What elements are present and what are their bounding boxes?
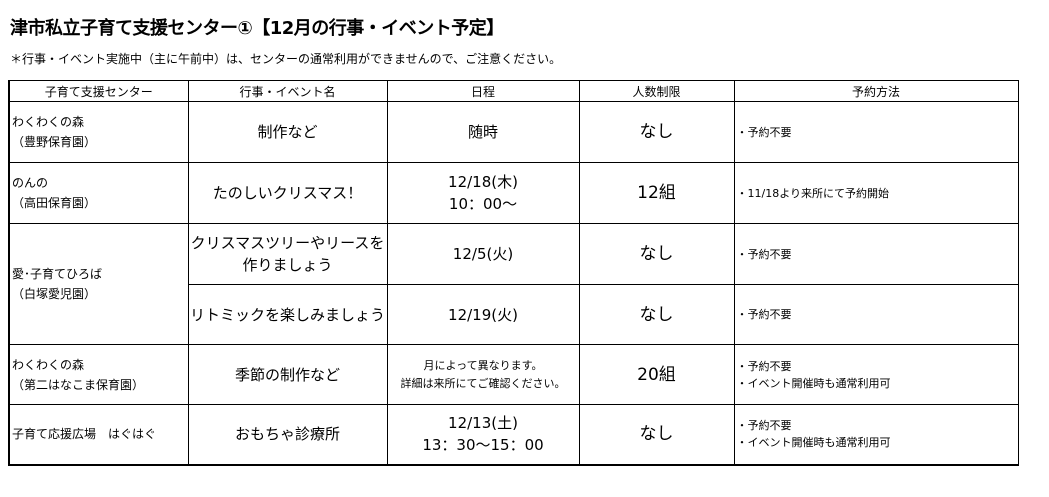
date-line: 月によって異なります。 <box>423 358 543 372</box>
table-header: 子育て支援センター 行事・イベント名 日程 人数制限 予約方法 <box>8 80 1019 102</box>
table-row: リトミックを楽しみましょう 12/19(火) なし ・予約不要 <box>9 284 1019 345</box>
reserve-cell: ・予約不要 <box>733 284 1019 345</box>
limit-cell: なし <box>578 223 735 285</box>
date-cell: 12/13(土) 13：30～15：00 <box>386 404 580 465</box>
date-cell: 随時 <box>386 101 580 163</box>
center-sub: （豊野保育園） <box>12 135 97 149</box>
reserve-line: ・イベント開催時も通常利用可 <box>736 376 891 390</box>
table-row: 子育て応援広場 はぐはぐ おもちゃ診療所 12/13(土) 13：30～15：00… <box>8 404 1019 465</box>
time-line: 10：00～ <box>448 195 518 213</box>
center-sub: （白塚愛児園） <box>12 287 97 301</box>
page-title: 津市私立子育て支援センター①【12月の行事・イベント予定】 <box>10 18 504 39</box>
date-cell: 月によって異なります。詳細は来所にてご確認ください。 <box>386 344 580 405</box>
event-cell: リトミックを楽しみましょう <box>187 284 388 345</box>
center-cell: 愛･子育てひろば （白塚愛児園） <box>8 223 189 345</box>
limit-cell: 12組 <box>578 162 735 224</box>
table-row: わくわくの森 （豊野保育園） 制作など 随時 なし ・予約不要 <box>8 101 1019 163</box>
time-line: 13：30～15：00 <box>422 436 544 455</box>
center-name: わくわくの森 <box>12 357 85 372</box>
events-table: 子育て支援センター 行事・イベント名 日程 人数制限 予約方法 わくわくの森 （豊… <box>8 80 1019 466</box>
event-cell: 季節の制作など <box>187 344 388 405</box>
reserve-cell: ・予約不要 <box>733 223 1019 285</box>
table-row: 愛･子育てひろば （白塚愛児園） クリスマスツリーやリースを 作りましょう 12/5… <box>8 223 1019 345</box>
reserve-cell: ・予約不要・イベント開催時も通常利用可 <box>733 404 1019 465</box>
reserve-line: ・予約不要 <box>736 359 792 373</box>
date-cell: 12/5(火) <box>386 223 580 285</box>
header-reserve: 予約方法 <box>733 80 1019 102</box>
reserve-cell: ・予約不要 <box>733 101 1019 163</box>
header-date: 日程 <box>386 80 580 102</box>
center-cell: わくわくの森 （第二はなこま保育園） <box>8 344 189 405</box>
center-sub: （第二はなこま保育園） <box>12 377 145 392</box>
event-cell: 制作など <box>187 101 388 163</box>
center-name: 愛･子育てひろば <box>12 267 103 281</box>
header-center: 子育て支援センター <box>8 80 189 102</box>
event-line: 作りましょう <box>242 256 333 274</box>
table-row: わくわくの森 （第二はなこま保育園） 季節の制作など 月によって異なります。詳細は… <box>8 344 1019 405</box>
limit-cell: なし <box>578 404 735 465</box>
event-cell: たのしいクリスマス！ <box>187 162 388 224</box>
reserve-line: ・イベント開催時も通常利用可 <box>736 436 891 450</box>
date-line: 詳細は来所にてご確認ください。 <box>400 376 566 390</box>
limit-cell: なし <box>578 284 735 345</box>
center-cell: 子育て応援広場 はぐはぐ <box>8 404 189 465</box>
table-row: のんの （高田保育園） たのしいクリスマス！ 12/18(木) 10：00～ 12組… <box>8 162 1019 224</box>
reserve-line: ・予約不要 <box>736 419 792 433</box>
event-cell: おもちゃ診療所 <box>187 404 388 465</box>
date-line: 12/18(木) <box>448 173 518 191</box>
notice-text: ＊行事・イベント実施中（主に午前中）は、センターの通常利用ができませんので、ご注… <box>10 52 562 66</box>
header-event: 行事・イベント名 <box>187 80 388 102</box>
date-cell: 12/19(火) <box>386 284 580 345</box>
limit-cell: なし <box>578 101 735 163</box>
reserve-cell: ・11/18より来所にて予約開始 <box>733 162 1019 224</box>
center-name: わくわくの森 <box>12 115 85 129</box>
date-cell: 12/18(木) 10：00～ <box>386 162 580 224</box>
event-line: クリスマスツリーやリースを <box>190 234 385 252</box>
event-cell: クリスマスツリーやリースを 作りましょう <box>187 223 388 285</box>
center-cell: のんの （高田保育園） <box>8 162 189 224</box>
center-cell: わくわくの森 （豊野保育園） <box>8 101 189 163</box>
center-name: のんの <box>12 176 49 190</box>
center-sub: （高田保育園） <box>12 196 97 210</box>
header-limit: 人数制限 <box>578 80 735 102</box>
reserve-cell: ・予約不要・イベント開催時も通常利用可 <box>733 344 1019 405</box>
limit-cell: 20組 <box>578 344 735 405</box>
date-line: 12/13(土) <box>448 414 518 433</box>
